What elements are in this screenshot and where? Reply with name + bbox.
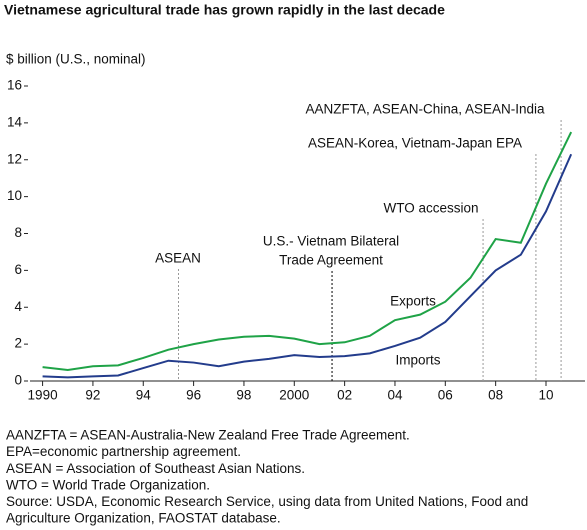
y-tick-label: 14	[7, 114, 23, 129]
series-label: Imports	[395, 353, 440, 368]
y-tick-label: 12	[7, 151, 22, 166]
y-tick-label: 4	[14, 299, 22, 314]
annotation-label: AANZFTA, ASEAN-China, ASEAN-India	[305, 102, 545, 117]
x-tick-label: 10	[538, 388, 553, 403]
y-tick-label: 2	[14, 336, 22, 351]
x-tick-label: 02	[337, 388, 352, 403]
footnote: EPA=economic partnership agreement.	[6, 444, 241, 459]
annotation-label: U.S.- Vietnam Bilateral	[263, 234, 399, 249]
x-tick-label: 94	[136, 388, 152, 403]
series-line	[42, 153, 573, 379]
footnote: WTO = World Trade Organization.	[6, 477, 210, 492]
footnote: AANZFTA = ASEAN-Australia-New Zealand Fr…	[6, 428, 410, 443]
annotation-label: Trade Agreement	[279, 253, 383, 268]
y-tick-label: 6	[14, 262, 22, 277]
y-tick-label: 8	[14, 225, 22, 240]
series-line	[42, 131, 573, 371]
series-label: Exports	[390, 294, 436, 309]
x-tick-label: 2000	[279, 388, 309, 403]
chart-title: Vietnamese agricultural trade has grown …	[4, 2, 445, 18]
x-tick-label: 1990	[28, 388, 58, 403]
footnote: Agriculture Organization, FAOSTAT databa…	[6, 511, 281, 526]
x-tick-label: 06	[438, 388, 453, 403]
x-tick-label: 98	[236, 388, 251, 403]
footnote: Source: USDA, Economic Research Service,…	[6, 494, 528, 509]
x-tick-label: 08	[488, 388, 503, 403]
y-axis-label: $ billion (U.S., nominal)	[6, 52, 146, 67]
y-tick-label: 16	[7, 78, 22, 93]
y-tick-label: 10	[7, 188, 22, 203]
annotation-label: ASEAN-Korea, Vietnam-Japan EPA	[308, 136, 522, 151]
x-tick-label: 04	[387, 388, 403, 403]
x-tick-label: 96	[186, 388, 201, 403]
annotation-label: WTO accession	[383, 201, 478, 216]
x-tick-label: 92	[85, 388, 100, 403]
footnote: ASEAN = Association of Southeast Asian N…	[6, 461, 305, 476]
y-tick-label: 0	[14, 373, 22, 388]
annotation-label: ASEAN	[155, 251, 201, 266]
